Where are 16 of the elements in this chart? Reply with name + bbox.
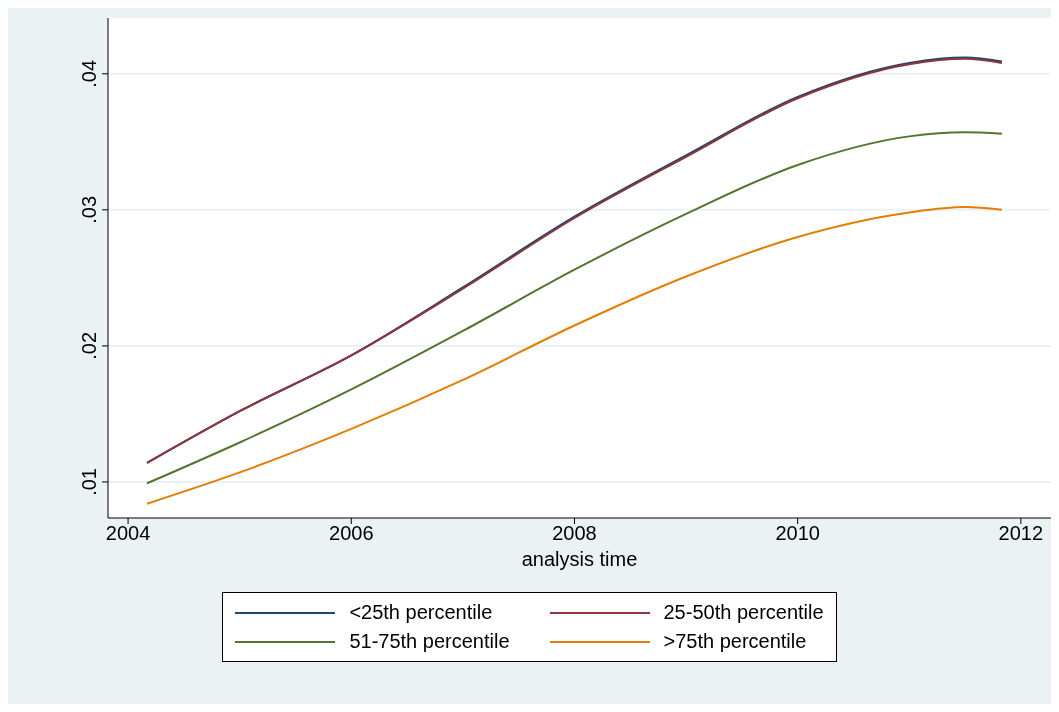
x-tick-label: 2012 xyxy=(998,522,1044,545)
legend-label: 51-75th percentile xyxy=(349,630,510,653)
y-tick-label: .02 xyxy=(78,331,100,360)
line-series xyxy=(146,206,1003,505)
legend-label: 25-50th percentile xyxy=(663,601,824,624)
legend-label: <25th percentile xyxy=(349,601,493,624)
legend-label: >75th percentile xyxy=(663,630,807,653)
x-tick-label: 2006 xyxy=(329,522,374,545)
line-series xyxy=(146,131,1003,485)
y-tick-label: .01 xyxy=(78,468,100,496)
y-tick-label: .03 xyxy=(78,195,100,224)
x-axis-title: analysis time xyxy=(521,548,638,570)
x-tick-label: 2004 xyxy=(105,522,151,545)
x-tick-label: 2010 xyxy=(775,522,820,545)
y-tick-label: .04 xyxy=(78,59,100,88)
x-tick-label: 2008 xyxy=(552,522,597,545)
